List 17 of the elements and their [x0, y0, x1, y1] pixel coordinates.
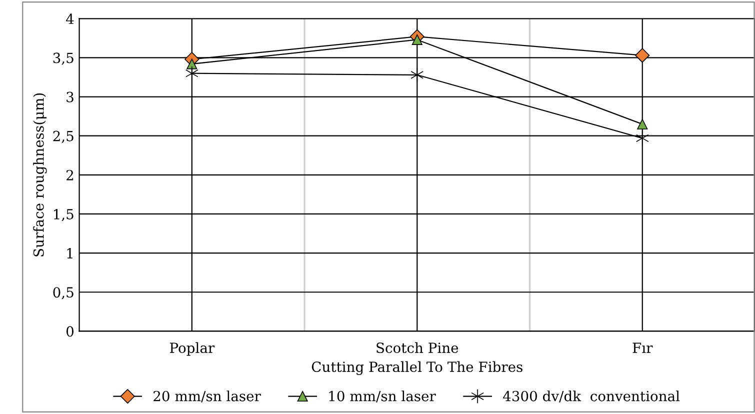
- y-tick-label: 0: [66, 326, 74, 337]
- y-tick-label: 0,5: [53, 287, 74, 300]
- x-tick-label: Scotch Pine: [376, 342, 458, 354]
- y-tick-label: 3: [66, 92, 74, 102]
- y-tick-label: 3,5: [53, 52, 74, 65]
- x-axis-title: Cutting Parallel To The Fibres: [312, 361, 522, 375]
- y-tick-label: 1,5: [54, 208, 74, 222]
- y-tick-label: 2: [66, 170, 74, 180]
- legend-label: 20 mm/sn laser: [154, 390, 261, 402]
- legend-label: 10 mm/sn laser: [329, 390, 436, 402]
- y-axis-title: Surface roughness(μm): [33, 93, 47, 256]
- x-tick-label: Poplar: [170, 342, 215, 356]
- y-tick-label: 1: [67, 248, 72, 258]
- y-tick-label: 4: [66, 14, 74, 24]
- x-tick-label: Fır: [632, 342, 653, 353]
- y-tick-label: 2,5: [53, 130, 74, 144]
- legend-label: 4300 dv/dk conventional: [502, 390, 680, 402]
